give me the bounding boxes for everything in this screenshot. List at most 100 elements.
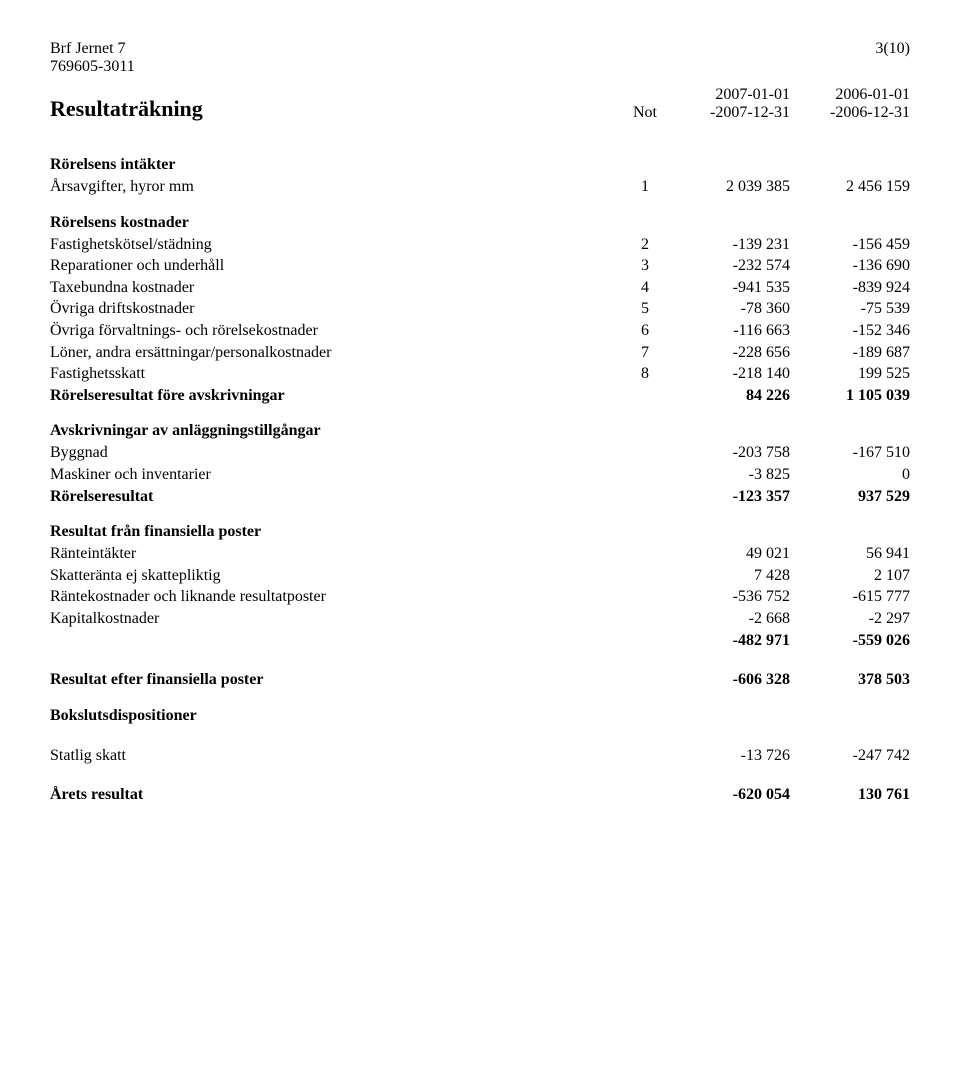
- subtotal-row: Rörelseresultat -123 357 937 529: [50, 486, 910, 508]
- document-header: Brf Jernet 7 769605-3011 3(10): [50, 40, 910, 76]
- row-value-1: -228 656: [670, 342, 790, 364]
- table-row: Reparationer och underhåll 3 -232 574 -1…: [50, 255, 910, 277]
- title-row: Resultaträkning Not 2007-01-01 -2007-12-…: [50, 86, 910, 122]
- subtotal-value-1: 84 226: [670, 385, 790, 407]
- row-note: 5: [620, 298, 670, 320]
- yearly-result-label: Årets resultat: [50, 784, 620, 806]
- row-label: Reparationer och underhåll: [50, 255, 620, 277]
- row-value-1: -232 574: [670, 255, 790, 277]
- row-value-1: 7 428: [670, 565, 790, 587]
- row-note: 8: [620, 363, 670, 385]
- sum-value-2: -559 026: [790, 630, 910, 652]
- table-row: Fastighetskötsel/städning 2 -139 231 -15…: [50, 234, 910, 256]
- section-intakter-title: Rörelsens intäkter: [50, 156, 910, 174]
- subtotal-value-2: 937 529: [790, 486, 910, 508]
- section-finansiella-title: Resultat från finansiella poster: [50, 523, 910, 541]
- table-row: Övriga förvaltnings- och rörelsekostnade…: [50, 320, 910, 342]
- row-label: Byggnad: [50, 442, 620, 464]
- row-value-2: 2 107: [790, 565, 910, 587]
- table-row: Taxebundna kostnader 4 -941 535 -839 924: [50, 277, 910, 299]
- tax-value-1: -13 726: [670, 745, 790, 767]
- result-after-value-2: 378 503: [790, 669, 910, 691]
- row-value-2: -2 297: [790, 608, 910, 630]
- yearly-result-value-1: -620 054: [670, 784, 790, 806]
- row-label: Maskiner och inventarier: [50, 464, 620, 486]
- row-value-2: -152 346: [790, 320, 910, 342]
- row-label: Taxebundna kostnader: [50, 277, 620, 299]
- row-value-1: 49 021: [670, 543, 790, 565]
- row-label: Löner, andra ersättningar/personalkostna…: [50, 342, 620, 364]
- row-label: Övriga driftskostnader: [50, 298, 620, 320]
- row-note: 7: [620, 342, 670, 364]
- result-after-label: Resultat efter finansiella poster: [50, 669, 620, 691]
- section-bokslut-title: Bokslutsdispositioner: [50, 707, 910, 725]
- period2-start: 2006-01-01: [835, 86, 910, 104]
- period1-end: -2007-12-31: [710, 104, 790, 122]
- row-value-1: -941 535: [670, 277, 790, 299]
- row-value-2: -136 690: [790, 255, 910, 277]
- sum-value-1: -482 971: [670, 630, 790, 652]
- tax-label: Statlig skatt: [50, 745, 620, 767]
- row-value-1: -139 231: [670, 234, 790, 256]
- table-row: Byggnad -203 758 -167 510: [50, 442, 910, 464]
- table-row: Fastighetsskatt 8 -218 140 199 525: [50, 363, 910, 385]
- row-value-1: -218 140: [670, 363, 790, 385]
- row-value-2: -615 777: [790, 586, 910, 608]
- row-value-2: 56 941: [790, 543, 910, 565]
- row-value-1: -116 663: [670, 320, 790, 342]
- row-value-2: 2 456 159: [790, 176, 910, 198]
- section-avskrivningar-title: Avskrivningar av anläggningstillgångar: [50, 422, 910, 440]
- section-kostnader-title: Rörelsens kostnader: [50, 214, 910, 232]
- row-value-2: -189 687: [790, 342, 910, 364]
- row-label: Fastighetsskatt: [50, 363, 620, 385]
- subtotal-value-2: 1 105 039: [790, 385, 910, 407]
- table-row: Övriga driftskostnader 5 -78 360 -75 539: [50, 298, 910, 320]
- row-value-2: -75 539: [790, 298, 910, 320]
- row-value-2: -156 459: [790, 234, 910, 256]
- tax-value-2: -247 742: [790, 745, 910, 767]
- table-row: Maskiner och inventarier -3 825 0: [50, 464, 910, 486]
- period1-start: 2007-01-01: [715, 86, 790, 104]
- subtotal-value-1: -123 357: [670, 486, 790, 508]
- row-value-1: -536 752: [670, 586, 790, 608]
- row-value-1: -2 668: [670, 608, 790, 630]
- yearly-result-row: Årets resultat -620 054 130 761: [50, 784, 910, 806]
- subtotal-row: Rörelseresultat före avskrivningar 84 22…: [50, 385, 910, 407]
- row-value-1: -203 758: [670, 442, 790, 464]
- result-after-financial-row: Resultat efter finansiella poster -606 3…: [50, 669, 910, 691]
- row-note: 3: [620, 255, 670, 277]
- table-row: Årsavgifter, hyror mm 1 2 039 385 2 456 …: [50, 176, 910, 198]
- row-label: Skatteränta ej skattepliktig: [50, 565, 620, 587]
- table-row: Löner, andra ersättningar/personalkostna…: [50, 342, 910, 364]
- row-label: Fastighetskötsel/städning: [50, 234, 620, 256]
- subtotal-label: Rörelseresultat före avskrivningar: [50, 385, 620, 407]
- org-name: Brf Jernet 7: [50, 40, 135, 58]
- row-note: 6: [620, 320, 670, 342]
- table-row: Skatteränta ej skattepliktig 7 428 2 107: [50, 565, 910, 587]
- table-row: Kapitalkostnader -2 668 -2 297: [50, 608, 910, 630]
- row-value-2: 0: [790, 464, 910, 486]
- row-value-1: -78 360: [670, 298, 790, 320]
- row-label: Räntekostnader och liknande resultatpost…: [50, 586, 620, 608]
- subtotal-label: Rörelseresultat: [50, 486, 620, 508]
- column-note-heading: Not: [620, 104, 670, 122]
- row-value-1: 2 039 385: [670, 176, 790, 198]
- row-value-1: -3 825: [670, 464, 790, 486]
- row-value-2: -167 510: [790, 442, 910, 464]
- row-label: Övriga förvaltnings- och rörelsekostnade…: [50, 320, 620, 342]
- table-row: Ränteintäkter 49 021 56 941: [50, 543, 910, 565]
- sum-row: -482 971 -559 026: [50, 630, 910, 652]
- row-value-2: -839 924: [790, 277, 910, 299]
- row-note: 4: [620, 277, 670, 299]
- row-note: 2: [620, 234, 670, 256]
- row-label: Kapitalkostnader: [50, 608, 620, 630]
- result-after-value-1: -606 328: [670, 669, 790, 691]
- period2-end: -2006-12-31: [830, 104, 910, 122]
- row-label: Årsavgifter, hyror mm: [50, 176, 620, 198]
- row-note: 1: [620, 176, 670, 198]
- org-number: 769605-3011: [50, 58, 135, 76]
- report-title: Resultaträkning: [50, 96, 620, 122]
- page-number: 3(10): [875, 40, 910, 76]
- row-value-2: 199 525: [790, 363, 910, 385]
- yearly-result-value-2: 130 761: [790, 784, 910, 806]
